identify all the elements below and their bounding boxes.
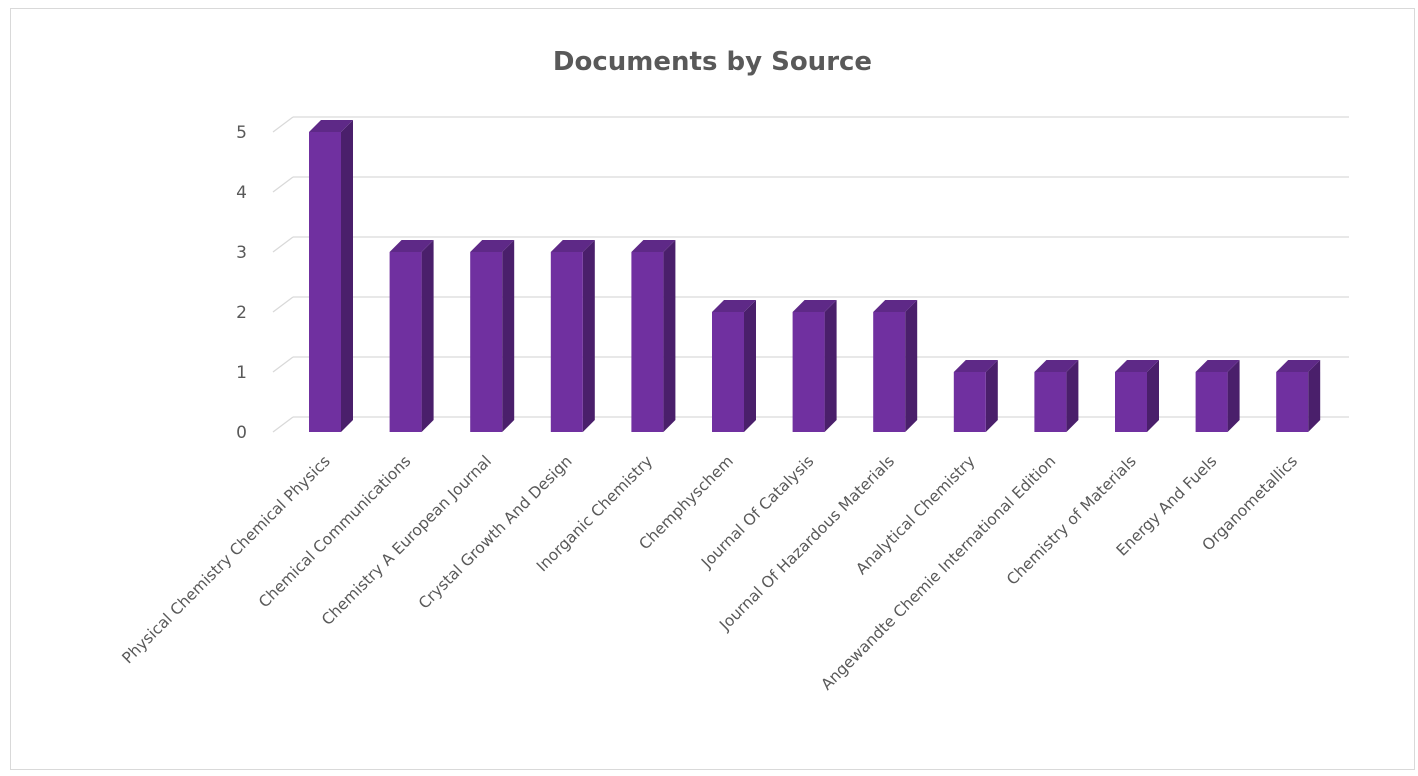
bar-side [421, 240, 434, 432]
x-axis-labels: Physical Chemistry Chemical PhysicsChemi… [119, 452, 1301, 694]
y-tick-label: 4 [236, 183, 247, 203]
bar-front [309, 132, 341, 432]
bar-side [1308, 360, 1321, 432]
bar-top [1115, 360, 1159, 372]
bar-side [1066, 360, 1079, 432]
gridline-depth [272, 176, 294, 193]
y-tick-label: 1 [236, 363, 247, 383]
chart-title: Documents by Source [552, 47, 873, 77]
x-tick-label: Chemistry of Materials [1003, 452, 1140, 589]
bar-top [1034, 360, 1079, 372]
bar-side [663, 240, 676, 432]
bar-front [389, 252, 422, 432]
gridline-depth [272, 356, 294, 373]
bar [873, 300, 918, 432]
bar-front [1115, 372, 1147, 432]
x-tick-label: Chemistry A European Journal [318, 452, 495, 629]
bar [550, 240, 595, 432]
x-tick-label: Journal Of Hazardous Materials [715, 452, 898, 635]
bar [1276, 360, 1321, 432]
bar-side [824, 300, 837, 432]
gridline-depth [272, 296, 294, 313]
bar-front [873, 312, 906, 432]
x-tick-label: Crystal Growth And Design [415, 452, 576, 613]
bar-front [712, 312, 744, 432]
bar-side [905, 300, 918, 432]
bar [792, 300, 837, 432]
bar-top [712, 300, 756, 312]
bar [1115, 360, 1159, 432]
bar-front [1034, 372, 1067, 432]
bar-top [953, 360, 998, 372]
bar-front [1276, 372, 1309, 432]
y-tick-label: 3 [236, 243, 247, 263]
bar-front [1195, 372, 1228, 432]
gridline-depth [272, 416, 294, 433]
bar-front [550, 252, 583, 432]
x-tick-label: Chemical Communications [255, 452, 414, 611]
bar-top [389, 240, 434, 252]
bar [389, 240, 434, 432]
gridline-depth [272, 236, 294, 253]
bars [309, 120, 1321, 432]
gridline-depth [272, 116, 294, 133]
bar-top [1276, 360, 1321, 372]
bar [631, 240, 676, 432]
y-tick-label: 0 [236, 423, 247, 443]
bar-front [792, 312, 825, 432]
y-tick-label: 5 [236, 123, 247, 143]
bar-top [631, 240, 676, 252]
y-tick-label: 2 [236, 303, 247, 323]
bar-side [1227, 360, 1240, 432]
bar [712, 300, 756, 432]
bar-side [1147, 360, 1159, 432]
bar-side [985, 360, 998, 432]
bar-side [582, 240, 595, 432]
bar-side [744, 300, 756, 432]
bar-top [1195, 360, 1240, 372]
bar [1195, 360, 1240, 432]
y-axis-ticks: 0 1 2 3 4 5 [236, 123, 247, 443]
bar [470, 240, 515, 432]
bar-front [470, 252, 503, 432]
bar-side [341, 120, 353, 432]
bar [309, 120, 353, 432]
bar-top [309, 120, 353, 132]
bar-front [631, 252, 664, 432]
bar-top [470, 240, 515, 252]
bar-top [550, 240, 595, 252]
bar-top [873, 300, 918, 312]
bar-side [502, 240, 515, 432]
bar [953, 360, 998, 432]
bar [1034, 360, 1079, 432]
bar-front [953, 372, 986, 432]
bar-top [792, 300, 837, 312]
